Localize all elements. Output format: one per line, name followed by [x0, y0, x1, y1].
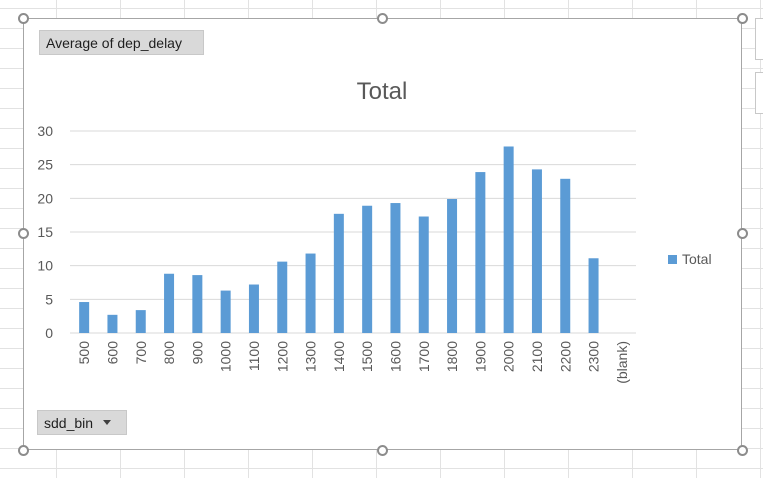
resize-handle-bottom-left[interactable]: [18, 445, 29, 456]
x-tick-label: 500: [76, 341, 92, 365]
bar-1300[interactable]: [305, 253, 316, 333]
x-tick-label: 1000: [218, 341, 234, 372]
bar-600[interactable]: [107, 314, 118, 333]
x-tick-label: 1500: [359, 341, 375, 372]
x-tick-label: 2000: [501, 341, 517, 372]
bar-2200[interactable]: [560, 178, 571, 333]
bar-1600[interactable]: [390, 203, 401, 333]
resize-handle-left[interactable]: [18, 228, 29, 239]
y-tick-label: 0: [45, 325, 53, 341]
bar-1700[interactable]: [418, 216, 429, 333]
bar-2300[interactable]: [588, 258, 599, 333]
y-tick-label: 25: [37, 157, 53, 173]
x-tick-label: 600: [104, 341, 120, 365]
bar-800[interactable]: [164, 273, 175, 333]
bar-1400[interactable]: [333, 213, 344, 333]
bar-1500[interactable]: [362, 205, 373, 333]
adjacent-cell-edge: [755, 18, 763, 60]
legend-label-total: Total: [682, 251, 712, 267]
axis-field-button[interactable]: sdd_bin: [37, 410, 127, 435]
x-tick-label: 1400: [331, 341, 347, 372]
pivot-chart[interactable]: [23, 18, 742, 450]
bar-500[interactable]: [79, 302, 90, 333]
x-tick-label: 1600: [387, 341, 403, 372]
x-tick-label: 2300: [586, 341, 602, 372]
bar-1200[interactable]: [277, 261, 288, 333]
x-tick-label: 1300: [303, 341, 319, 372]
gridlines: [70, 130, 636, 334]
axis-field-label: sdd_bin: [44, 414, 94, 431]
bars: [79, 146, 599, 333]
x-tick-label: 700: [133, 341, 149, 365]
y-tick-label: 10: [37, 258, 53, 274]
bar-2100[interactable]: [531, 169, 542, 333]
x-tick-label: 1200: [274, 341, 290, 372]
resize-handle-bottom-right[interactable]: [737, 445, 748, 456]
resize-handle-top-right[interactable]: [737, 13, 748, 24]
x-tick-label: 2200: [557, 341, 573, 372]
chevron-down-icon[interactable]: [103, 420, 112, 425]
x-tick-label: 1700: [416, 341, 432, 372]
bar-900[interactable]: [192, 275, 203, 333]
x-tick-label: (blank): [614, 341, 630, 384]
y-tick-label: 30: [37, 123, 53, 139]
y-tick-label: 20: [37, 190, 53, 206]
y-tick-label: 15: [37, 224, 53, 240]
bar-1100[interactable]: [248, 284, 259, 333]
resize-handle-top[interactable]: [377, 13, 388, 24]
values-field-label: Average of dep_delay: [46, 34, 182, 51]
bar-1000[interactable]: [220, 290, 231, 333]
bar-1800[interactable]: [447, 199, 458, 333]
chart-title: Total: [357, 78, 408, 105]
values-field-button[interactable]: Average of dep_delay: [39, 30, 204, 55]
adjacent-cell-edge: [755, 72, 763, 114]
resize-handle-bottom[interactable]: [377, 445, 388, 456]
resize-handle-top-left[interactable]: [18, 13, 29, 24]
x-tick-label: 800: [161, 341, 177, 365]
bar-2000[interactable]: [503, 146, 514, 333]
resize-handle-right[interactable]: [737, 228, 748, 239]
y-axis-ticks: 0 5 10 15 20 25 30: [37, 123, 53, 341]
legend-swatch: [668, 255, 677, 264]
legend[interactable]: Total: [668, 251, 712, 267]
x-tick-label: 900: [189, 341, 205, 365]
y-tick-label: 5: [45, 291, 53, 307]
bar-1900[interactable]: [475, 172, 486, 333]
x-tick-label: 1800: [444, 341, 460, 372]
x-tick-label: 2100: [529, 341, 545, 372]
bar-700[interactable]: [135, 310, 146, 333]
x-axis-ticks: 500 600 700 800 900 1000 1100 1200 1300 1400 1500 1…: [76, 341, 630, 384]
x-tick-label: 1900: [472, 341, 488, 372]
x-tick-label: 1100: [246, 341, 262, 371]
